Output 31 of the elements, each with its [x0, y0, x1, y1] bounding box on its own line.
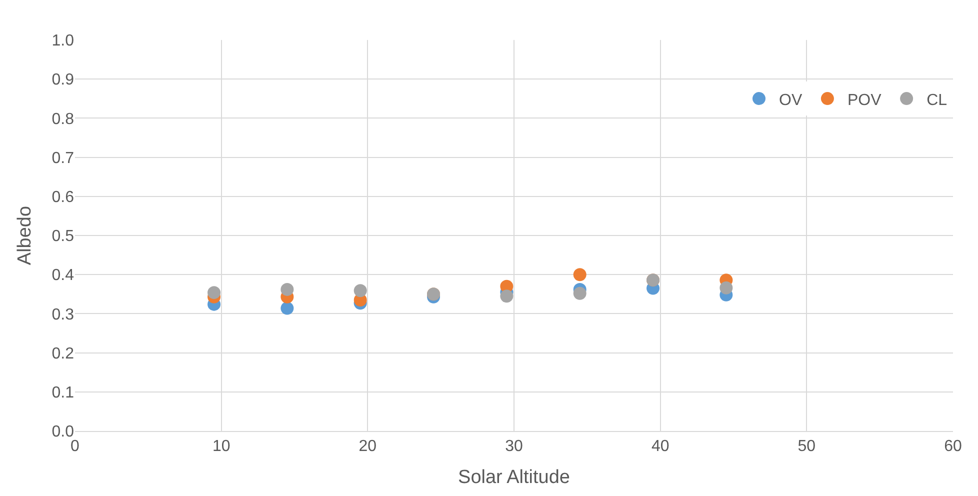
y-tick-label: 0.4 [52, 267, 74, 284]
point [720, 281, 733, 294]
x-tick-label: 20 [358, 438, 377, 456]
y-tick-label: 0.5 [52, 228, 74, 246]
point [280, 282, 294, 296]
y-tick-label: 0.7 [52, 150, 74, 167]
x-axis-title: Solar Altitude [458, 467, 570, 488]
point [500, 290, 514, 303]
legend-label: POV [847, 92, 882, 109]
point [280, 302, 294, 315]
y-tick-label: 1.0 [52, 32, 74, 50]
point [354, 284, 367, 298]
legend-label: OV [779, 92, 802, 109]
y-tick-label: 0.9 [52, 72, 74, 89]
y-tick-label: 0.2 [52, 345, 74, 362]
x-tick-label: 0 [70, 438, 80, 456]
y-tick-label: 0.8 [52, 110, 74, 128]
y-tick-label: 0.0 [52, 424, 74, 441]
y-tick-label: 0.1 [52, 384, 74, 402]
y-tick-label: 0.6 [52, 189, 74, 206]
y-axis-title: Albedo [14, 206, 36, 266]
point [573, 286, 586, 300]
point [573, 268, 586, 282]
point [208, 286, 221, 300]
x-tick-label: 30 [505, 438, 523, 456]
x-tick-label: 60 [944, 438, 962, 456]
legend-label: CL [926, 92, 948, 109]
x-tick-label: 40 [651, 438, 670, 456]
y-tick-label: 0.3 [52, 306, 74, 324]
x-tick-label: 10 [212, 438, 230, 456]
x-tick-label: 50 [798, 438, 816, 456]
